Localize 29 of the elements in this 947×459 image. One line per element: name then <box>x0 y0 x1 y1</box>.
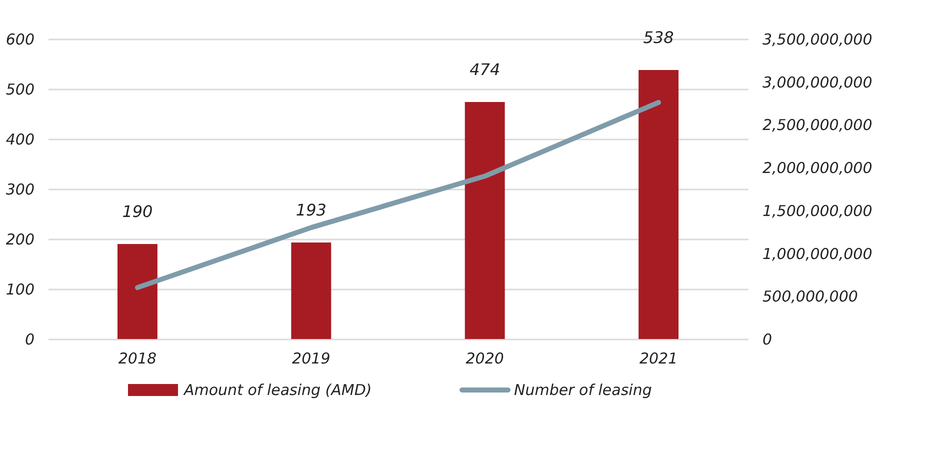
y2-tick-label: 0 <box>762 330 772 348</box>
data-label: 193 <box>296 200 326 220</box>
y2-tick-label: 2,000,000,000 <box>762 159 872 178</box>
y-tick-label: 200 <box>6 230 34 248</box>
y-tick-label: 300 <box>6 180 34 198</box>
legend-label: Number of leasing <box>514 381 652 399</box>
data-label: 538 <box>643 28 674 47</box>
y-tick-label: 500 <box>6 80 34 98</box>
bar <box>291 242 332 339</box>
x-tick-label: 2019 <box>292 350 330 368</box>
x-tick-label: 2021 <box>639 350 678 368</box>
y-tick-label: 0 <box>24 330 34 348</box>
data-label: 474 <box>470 60 500 79</box>
legend-label: Amount of leasing (AMD) <box>183 381 372 399</box>
y2-tick-label: 3,000,000,000 <box>762 73 872 92</box>
y-tick-label: 100 <box>6 280 34 298</box>
y-tick-label: 600 <box>6 30 34 48</box>
data-label: 190 <box>122 202 153 221</box>
y2-tick-label: 2,500,000,000 <box>762 116 872 134</box>
x-tick-label: 2018 <box>118 350 157 368</box>
y2-tick-label: 500,000,000 <box>762 288 858 306</box>
x-tick-label: 2020 <box>466 350 504 368</box>
y-tick-label: 400 <box>6 130 34 148</box>
y2-tick-label: 1,500,000,000 <box>762 202 872 220</box>
bar <box>117 244 158 339</box>
bar <box>638 70 679 339</box>
y2-tick-label: 1,000,000,000 <box>762 244 872 263</box>
bar <box>464 102 505 339</box>
y2-tick-label: 3,500,000,000 <box>762 30 872 48</box>
